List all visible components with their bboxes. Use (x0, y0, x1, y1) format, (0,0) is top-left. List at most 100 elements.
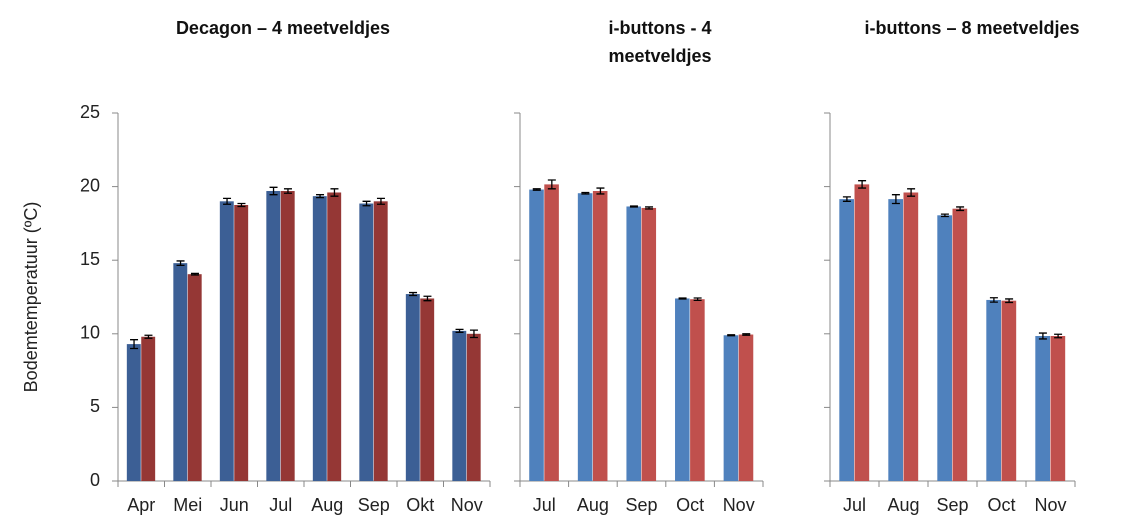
bar (641, 207, 657, 481)
x-tick-label: Oct (987, 495, 1015, 515)
error-bar (283, 188, 292, 194)
x-tick-label: Nov (1034, 495, 1066, 515)
bar (675, 298, 690, 481)
bar (529, 189, 544, 481)
bar (952, 208, 968, 481)
bar (1035, 336, 1050, 481)
bar (234, 205, 249, 481)
error-bar (596, 187, 605, 195)
y-tick-label: 5 (90, 396, 100, 416)
bar (420, 298, 435, 481)
error-bar (956, 206, 965, 212)
error-bar (316, 194, 325, 199)
bar (173, 263, 188, 481)
bar (405, 294, 420, 481)
x-tick-label: Jul (843, 495, 866, 515)
bar (888, 199, 903, 481)
error-bar (190, 272, 199, 276)
error-bar (330, 188, 339, 197)
error-bar (907, 188, 916, 197)
chart-title: i-buttons – 8 meetveldjes (864, 18, 1080, 38)
x-tick-label: Sep (936, 495, 968, 515)
error-bar (842, 196, 851, 202)
bar (280, 191, 295, 482)
y-tick-label: 10 (80, 323, 100, 343)
bar (327, 192, 342, 481)
error-bar (423, 295, 432, 302)
x-tick-label: Sep (358, 495, 390, 515)
x-tick-label: Mei (173, 495, 202, 515)
bar (126, 344, 141, 481)
x-tick-label: Jun (220, 495, 249, 515)
error-bar (742, 333, 751, 336)
error-bar (532, 188, 541, 191)
x-tick-label: Jul (533, 495, 556, 515)
x-tick-label: Sep (625, 495, 657, 515)
error-bar (547, 179, 556, 190)
bar (592, 191, 608, 482)
bar (466, 333, 481, 481)
error-bar (1005, 298, 1014, 304)
error-bar (989, 297, 998, 303)
x-tick-label: Nov (451, 495, 483, 515)
error-bar (645, 206, 654, 210)
y-tick-label: 20 (80, 175, 100, 195)
bar (854, 184, 870, 481)
error-bar (455, 328, 464, 333)
bar (1050, 336, 1066, 481)
x-tick-label: Jul (269, 495, 292, 515)
x-tick-label: Okt (406, 495, 434, 515)
y-axis-label: Bodemtemperatuur (ºC) (21, 202, 41, 393)
error-bar (1054, 333, 1063, 339)
x-tick-label: Oct (676, 495, 704, 515)
bar (312, 196, 327, 481)
x-tick-label: Apr (127, 495, 155, 515)
y-tick-label: 0 (90, 470, 100, 490)
error-bar (469, 329, 478, 339)
error-bar (409, 291, 418, 297)
error-bar (362, 200, 371, 207)
x-tick-label: Aug (311, 495, 343, 515)
bar (723, 335, 739, 481)
bar (1001, 300, 1017, 481)
error-bar (376, 197, 385, 205)
bar (266, 191, 281, 482)
bar (373, 201, 388, 481)
chart-title: i-buttons - 4 meetveldjes (608, 18, 712, 66)
bar (577, 193, 593, 481)
error-bar (130, 339, 139, 350)
error-bar (940, 213, 949, 218)
error-bar (223, 197, 232, 205)
bar (626, 206, 641, 482)
bar (187, 274, 202, 481)
error-bar (269, 186, 278, 196)
bar (986, 299, 1001, 481)
bar (738, 334, 754, 481)
error-bar (858, 180, 867, 189)
error-bar (693, 297, 702, 302)
error-bar (176, 260, 185, 267)
bar (839, 199, 854, 481)
bar (219, 201, 234, 481)
x-tick-label: Aug (887, 495, 919, 515)
error-bar (1038, 332, 1047, 340)
error-bar (891, 194, 900, 205)
error-bar (237, 202, 246, 208)
y-tick-label: 25 (80, 102, 100, 122)
bar (903, 192, 919, 481)
bar (937, 215, 952, 481)
y-tick-label: 15 (80, 249, 100, 269)
error-bar (144, 334, 153, 339)
x-tick-label: Aug (577, 495, 609, 515)
bar (141, 336, 156, 481)
bar (690, 299, 705, 481)
error-bar (678, 297, 687, 300)
bar (452, 330, 467, 481)
x-tick-label: Nov (723, 495, 755, 515)
error-bar (629, 205, 638, 208)
chart-title: Decagon – 4 meetveldjes (175, 18, 391, 38)
bar (544, 184, 559, 481)
bar (359, 203, 374, 481)
